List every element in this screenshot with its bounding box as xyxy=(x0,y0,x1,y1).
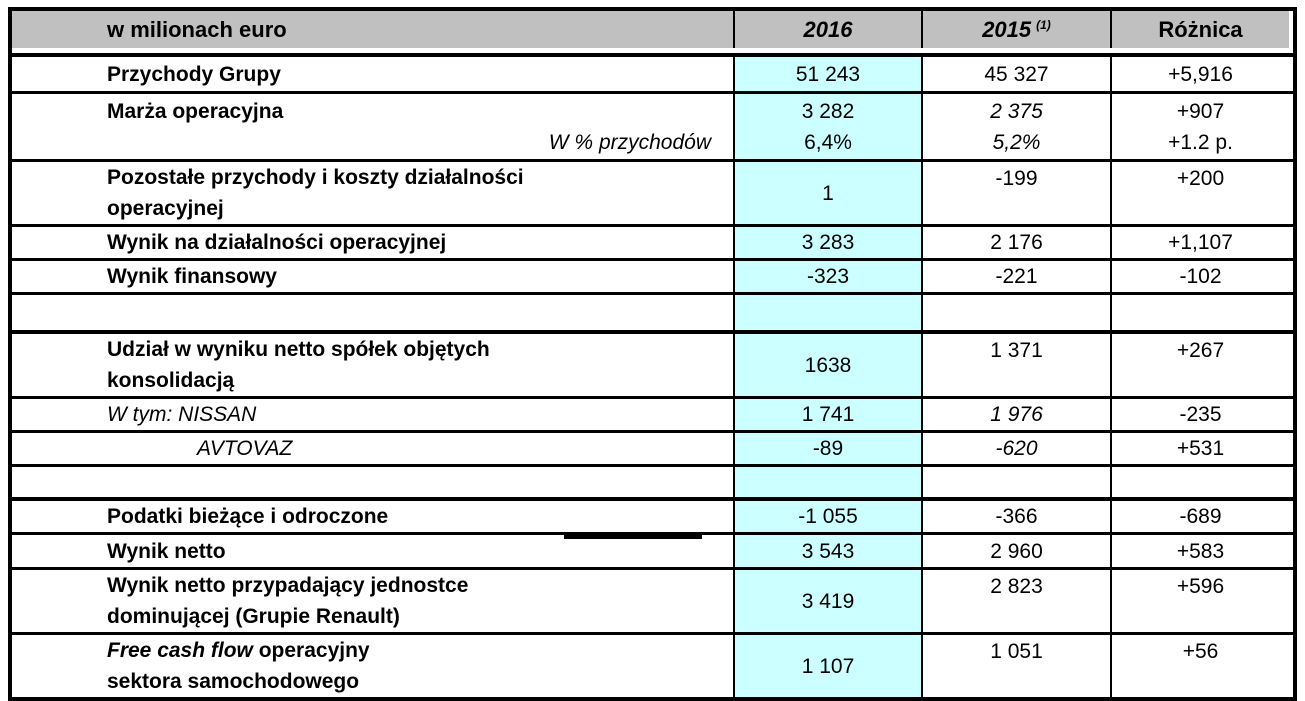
value-2015: 2 375 5,2% xyxy=(921,94,1110,159)
header-2016-text: 2016 xyxy=(803,17,853,42)
header-divider-gap xyxy=(12,48,1293,53)
table-row: W tym: NISSAN 1 741 1 976 -235 xyxy=(12,396,1293,430)
value-diff: +907 +1.2 p. xyxy=(1110,94,1289,159)
value-diff: +596 xyxy=(1110,570,1289,632)
row-label: Pozostałe przychody i koszty działalnośc… xyxy=(107,166,524,220)
value-diff-line2: +1.2 p. xyxy=(1168,130,1233,154)
table-row: Wynik finansowy -323 -221 -102 xyxy=(12,258,1293,292)
row-label-line1: Free cash flow operacyjny xyxy=(107,635,725,666)
value-diff: +200 xyxy=(1110,162,1289,224)
row-label: Wynik netto przypadający jednostce domin… xyxy=(107,574,469,628)
financial-results-table: w milionach euro 2016 2015 (1) Różnica Pr… xyxy=(8,7,1297,701)
value-2015: -199 xyxy=(921,162,1110,224)
value-2015: -366 xyxy=(921,501,1110,532)
value-diff xyxy=(1110,467,1289,497)
row-label xyxy=(12,295,733,330)
table-row: Marża operacyjna W % przychodów 3 282 6,… xyxy=(12,91,1293,159)
value-2015: 1 371 xyxy=(921,334,1110,396)
row-sublabel: W % przychodów xyxy=(548,130,711,154)
row-label-line2: sektora samochodowego xyxy=(107,670,360,693)
value-diff: +5,916 xyxy=(1110,57,1289,91)
table-row: Pozostałe przychody i koszty działalnośc… xyxy=(12,159,1293,224)
value-diff-line1: +907 xyxy=(1176,99,1225,123)
row-label: W tym: NISSAN xyxy=(107,403,257,426)
value-2015: 2 960 xyxy=(921,535,1110,567)
value-2015: -221 xyxy=(921,261,1110,292)
row-label: Marża operacyjna W % przychodów xyxy=(12,94,733,159)
value-2016: 1 741 xyxy=(733,399,921,430)
value-2016 xyxy=(733,467,921,497)
table-row: Free cash flow operacyjny sektora samoch… xyxy=(12,632,1293,697)
value-diff: +583 xyxy=(1110,535,1289,567)
table-row: Podatki bieżące i odroczone -1 055 -366 … xyxy=(12,497,1293,539)
header-diff-text: Różnica xyxy=(1158,17,1243,42)
value-2016: 1 107 xyxy=(733,635,921,697)
row-label: AVTOVAZ xyxy=(197,437,293,460)
row-label-regular-part: operacyjny xyxy=(252,639,370,662)
value-2016: 51 243 xyxy=(733,57,921,91)
header-2015-text: 2015 (1) xyxy=(982,17,1051,42)
value-2016: -323 xyxy=(733,261,921,292)
row-label: Wynik netto xyxy=(107,539,226,563)
table-row: Przychody Grupy 51 243 45 327 +5,916 xyxy=(12,53,1293,91)
sum-underline-mark xyxy=(564,535,702,539)
footnote-marker: (1) xyxy=(1036,17,1051,32)
row-label xyxy=(12,467,733,497)
value-2016-line2: 6,4% xyxy=(804,130,852,154)
value-2016-line1: 3 282 xyxy=(801,99,855,123)
value-2015-line1: 2 375 xyxy=(990,99,1043,123)
table-row: Wynik na działalności operacyjnej 3 283 … xyxy=(12,224,1293,258)
table-header-row: w milionach euro 2016 2015 (1) Różnica xyxy=(12,11,1293,48)
value-diff: -102 xyxy=(1110,261,1289,292)
value-2016: 1 xyxy=(733,162,921,224)
table-row-empty xyxy=(12,292,1293,330)
value-2015: 2 176 xyxy=(921,227,1110,258)
row-label: Podatki bieżące i odroczone xyxy=(107,505,389,528)
row-label: Udział w wyniku netto spółek objętych ko… xyxy=(107,338,490,392)
value-diff: +267 xyxy=(1110,334,1289,396)
table-row: Udział w wyniku netto spółek objętych ko… xyxy=(12,330,1293,396)
value-2015 xyxy=(921,295,1110,330)
header-unit-label: w milionach euro xyxy=(12,11,733,48)
value-2016: 3 283 xyxy=(733,227,921,258)
row-label: Free cash flow operacyjny sektora samoch… xyxy=(12,635,733,697)
value-2015-line2: 5,2% xyxy=(992,130,1041,154)
value-diff: -689 xyxy=(1110,501,1289,532)
table-row: AVTOVAZ -89 -620 +531 xyxy=(12,430,1293,464)
header-col-2015: 2015 (1) xyxy=(921,11,1110,48)
value-2015: 2 823 xyxy=(921,570,1110,632)
value-diff: +1,107 xyxy=(1110,227,1289,258)
row-label-line1: Marża operacyjna xyxy=(107,99,284,123)
value-diff xyxy=(1110,295,1289,330)
row-label: Przychody Grupy xyxy=(107,62,281,86)
value-diff: -235 xyxy=(1110,399,1289,430)
value-2016: 1638 xyxy=(733,334,921,396)
value-2016: 3 543 xyxy=(733,535,921,567)
table-row-empty xyxy=(12,464,1293,497)
row-label: Wynik na działalności operacyjnej xyxy=(107,231,447,254)
value-2016 xyxy=(733,295,921,330)
row-label-italic-part: Free cash flow xyxy=(107,639,253,662)
header-col-difference: Różnica xyxy=(1110,11,1289,48)
value-2016: -1 055 xyxy=(733,501,921,532)
value-diff: +531 xyxy=(1110,433,1289,464)
value-2015 xyxy=(921,467,1110,497)
value-diff: +56 xyxy=(1110,635,1289,697)
table-row: Wynik netto 3 543 2 960 +583 xyxy=(12,532,1293,567)
table-row: Wynik netto przypadający jednostce domin… xyxy=(12,567,1293,632)
value-2015: 1 976 xyxy=(921,399,1110,430)
value-2016: -89 xyxy=(733,433,921,464)
value-2016: 3 282 6,4% xyxy=(733,94,921,159)
value-2015: 45 327 xyxy=(921,57,1110,91)
header-col-2016: 2016 xyxy=(733,11,921,48)
row-label: Wynik finansowy xyxy=(107,265,277,288)
value-2016: 3 419 xyxy=(733,570,921,632)
value-2015: -620 xyxy=(921,433,1110,464)
value-2015: 1 051 xyxy=(921,635,1110,697)
